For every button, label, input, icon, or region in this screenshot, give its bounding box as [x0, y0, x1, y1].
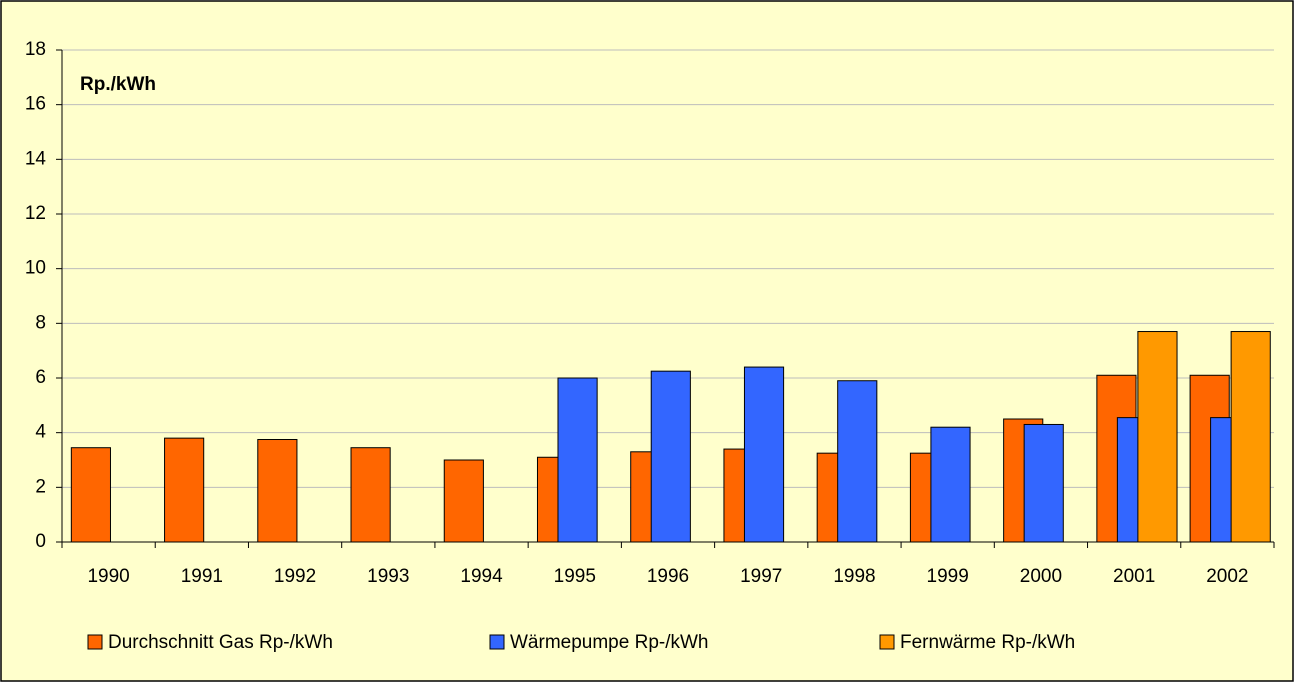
y-tick-label: 18	[25, 39, 46, 60]
legend-label: Wärmepumpe Rp-/kWh	[510, 632, 709, 653]
y-tick-label: 10	[25, 258, 46, 279]
x-tick-label: 2000	[1020, 566, 1062, 587]
x-tick-label: 1999	[927, 566, 969, 587]
x-tick-label: 1995	[554, 566, 596, 587]
bar	[930, 426, 971, 543]
y-tick-label: 0	[35, 531, 46, 552]
legend-swatch	[87, 634, 103, 650]
bar	[743, 366, 785, 543]
y-tick-label: 4	[35, 422, 46, 443]
x-tick-label: 1994	[460, 566, 503, 587]
x-tick-label: 1990	[87, 566, 129, 587]
x-tick-label: 2002	[1206, 566, 1248, 587]
bar	[1023, 423, 1064, 543]
x-tick-label: 1993	[367, 566, 409, 587]
bar	[1137, 331, 1178, 543]
y-tick-label: 16	[25, 94, 46, 115]
y-tick-label: 2	[35, 476, 46, 497]
legend-swatch	[489, 634, 505, 650]
x-tick-label: 1998	[833, 566, 875, 587]
bar	[257, 439, 298, 543]
legend-swatch	[879, 634, 895, 650]
x-tick-label: 1996	[647, 566, 689, 587]
bar	[70, 447, 111, 543]
y-tick-label: 14	[25, 148, 47, 169]
legend-label: Fernwärme Rp-/kWh	[900, 632, 1075, 653]
bar	[557, 377, 598, 543]
x-tick-label: 1997	[740, 566, 782, 587]
unit-annotation: Rp./kWh	[80, 74, 156, 95]
x-tick-label: 1992	[274, 566, 316, 587]
bar	[350, 447, 391, 543]
legend-label: Durchschnitt Gas Rp-/kWh	[108, 632, 333, 653]
x-tick-label: 2001	[1113, 566, 1155, 587]
bar	[837, 380, 878, 543]
y-tick-label: 12	[25, 203, 46, 224]
bar	[1230, 331, 1271, 543]
bar	[443, 459, 484, 543]
y-tick-label: 8	[35, 312, 46, 333]
y-tick-label: 6	[35, 367, 46, 388]
bar	[164, 437, 205, 543]
bar	[650, 370, 691, 543]
x-tick-label: 1991	[181, 566, 223, 587]
